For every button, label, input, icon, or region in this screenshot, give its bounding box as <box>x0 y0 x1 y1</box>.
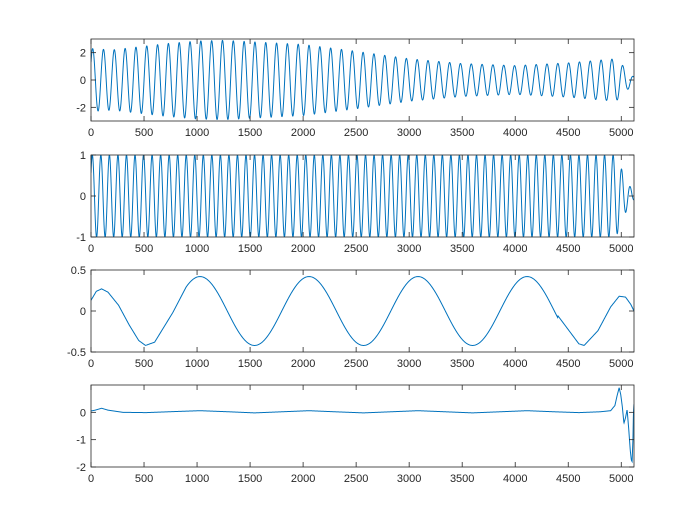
axes-box-4 <box>90 384 635 468</box>
x-tick-label: 1000 <box>185 243 209 255</box>
x-tick-label: 0 <box>88 473 94 485</box>
x-tick-label: 500 <box>135 358 153 370</box>
x-tick-label: 2000 <box>291 358 315 370</box>
x-tick-label: 3500 <box>450 358 474 370</box>
x-tick-label: 3000 <box>397 473 421 485</box>
y-tick-label: -2 <box>76 462 86 474</box>
x-tick-label: 4000 <box>503 243 527 255</box>
x-tick-label: 2500 <box>344 358 368 370</box>
x-tick-label: 1000 <box>185 473 209 485</box>
y-tick-label: 0 <box>80 75 86 87</box>
x-tick-label: 1500 <box>238 358 262 370</box>
x-tick-label: 3500 <box>450 473 474 485</box>
x-tick-label: 4000 <box>503 358 527 370</box>
x-tick-label: 0 <box>88 243 94 255</box>
subplot-1: 0 500 1000 1500 2000 2500 3000 3500 4000 4500 5000… <box>76 38 635 139</box>
y-tick-label: -0.5 <box>67 347 86 359</box>
x-tick-label: 1500 <box>238 243 262 255</box>
x-tick-label: 1500 <box>238 473 262 485</box>
y-tick-label: 2 <box>80 48 86 60</box>
x-tick-label: 4500 <box>556 243 580 255</box>
y-tick-label: -1 <box>76 232 86 244</box>
x-tick-label: 2500 <box>344 127 368 139</box>
series-line-4 <box>91 387 634 464</box>
subplot-3: 0 500 1000 1500 2000 2500 3000 3500 4000 4500 5000… <box>67 265 635 370</box>
y-tick-label: -1 <box>76 435 86 447</box>
x-tick-label: 5000 <box>609 243 633 255</box>
x-tick-label: 2000 <box>291 127 315 139</box>
x-tick-label: 1000 <box>185 358 209 370</box>
x-tick-label: 0 <box>88 127 94 139</box>
x-tick-label: 3000 <box>397 358 421 370</box>
x-tick-label: 4500 <box>556 127 580 139</box>
x-tick-label: 3000 <box>397 243 421 255</box>
x-tick-label: 1000 <box>185 127 209 139</box>
y-tick-label: 0 <box>80 407 86 419</box>
x-tick-label: 2000 <box>291 473 315 485</box>
x-tick-label: 500 <box>135 473 153 485</box>
x-tick-label: 4500 <box>556 358 580 370</box>
y-tick-label: 1 <box>80 150 86 162</box>
y-tick-label: 0 <box>80 191 86 203</box>
x-tick-label: 0 <box>88 358 94 370</box>
x-tick-label: 5000 <box>609 358 633 370</box>
y-tick-label: -2 <box>76 102 86 114</box>
x-tick-label: 1500 <box>238 127 262 139</box>
series-line-2 <box>91 155 634 237</box>
subplot-4: 0 500 1000 1500 2000 2500 3000 3500 4000 4500 5000… <box>76 384 635 485</box>
x-tick-label: 3000 <box>397 127 421 139</box>
x-tick-label: 5000 <box>609 127 633 139</box>
y-tick-label: 0.5 <box>71 265 86 277</box>
x-tick-label: 500 <box>135 127 153 139</box>
x-tick-label: 4500 <box>556 473 580 485</box>
series-line-1 <box>91 39 634 121</box>
x-tick-label: 2500 <box>344 473 368 485</box>
x-tick-label: 4000 <box>503 473 527 485</box>
x-tick-label: 500 <box>135 243 153 255</box>
series-line-3 <box>91 276 634 346</box>
y-tick-label: 0 <box>80 306 86 318</box>
x-tick-label: 5000 <box>609 473 633 485</box>
x-tick-label: 4000 <box>503 127 527 139</box>
subplot-2: 0 500 1000 1500 2000 2500 3000 3500 4000 4500 5000… <box>76 150 635 255</box>
x-tick-label: 2500 <box>344 243 368 255</box>
x-tick-label: 3500 <box>450 243 474 255</box>
x-tick-label: 3500 <box>450 127 474 139</box>
x-tick-label: 2000 <box>291 243 315 255</box>
